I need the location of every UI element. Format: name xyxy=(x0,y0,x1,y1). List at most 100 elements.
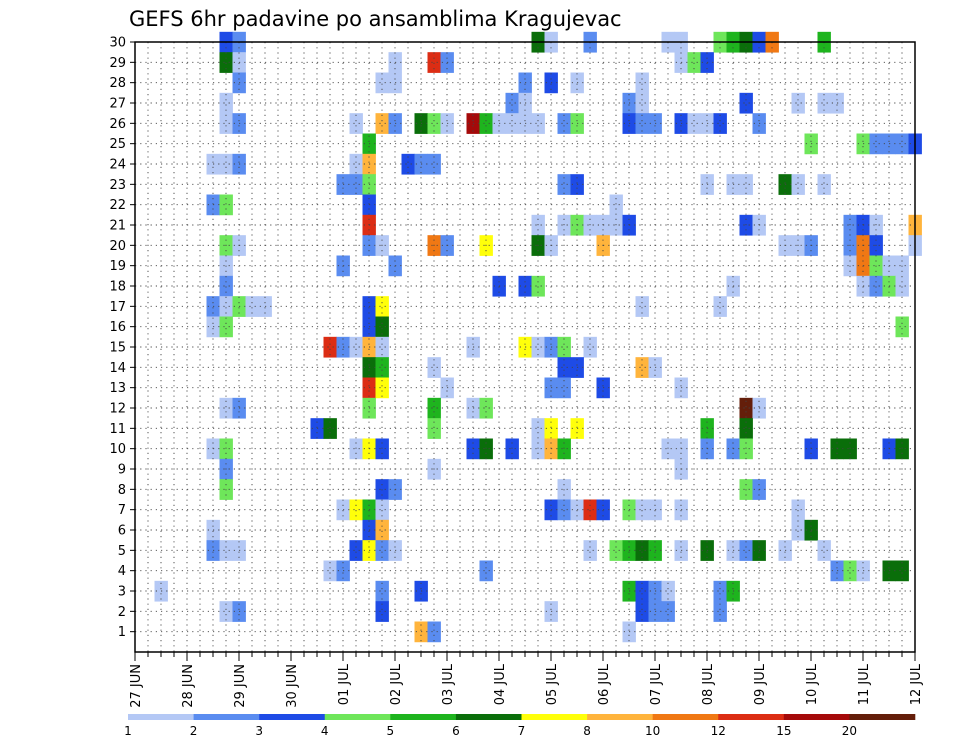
heatmap-cell xyxy=(375,540,389,561)
colorbar-label: 12 xyxy=(711,724,726,738)
heatmap-cell xyxy=(713,113,727,134)
colorbar-segment xyxy=(128,714,194,720)
heatmap-cell xyxy=(531,336,545,358)
x-tick-label: 05 JUL xyxy=(545,663,560,705)
y-tick-label: 18 xyxy=(109,280,126,295)
y-tick-label: 16 xyxy=(109,320,126,335)
grid-lines xyxy=(135,41,915,652)
x-tick-label: 01 JUL xyxy=(337,663,352,705)
heatmap-cell xyxy=(895,316,909,338)
heatmap-cell xyxy=(375,296,389,317)
x-tick-label: 07 JUL xyxy=(649,663,664,705)
heatmap-cell xyxy=(557,174,571,195)
heatmap-cell xyxy=(557,499,571,521)
heatmap-cell xyxy=(609,540,623,561)
heatmap-cell xyxy=(739,540,753,561)
heatmap-cell xyxy=(219,52,233,73)
heatmap-cell xyxy=(531,418,545,439)
heatmap-cell xyxy=(583,499,597,521)
heatmap-cell xyxy=(817,540,831,561)
heatmap-cell xyxy=(375,357,389,378)
heatmap-cell xyxy=(479,397,493,419)
heatmap-cell xyxy=(505,92,519,114)
heatmap-cell xyxy=(635,113,649,134)
heatmap-cell xyxy=(895,438,909,460)
heatmap-cell xyxy=(349,153,363,175)
heatmap-cell xyxy=(219,92,233,114)
heatmap-cell xyxy=(427,621,441,643)
heatmap-cell xyxy=(817,92,831,114)
colorbar-segment xyxy=(587,714,653,720)
colorbar-label: 3 xyxy=(255,724,263,738)
y-tick-label: 2 xyxy=(118,605,126,620)
heatmap-cell xyxy=(895,275,909,297)
heatmap-cell xyxy=(427,153,441,175)
y-tick-label: 9 xyxy=(118,463,126,478)
heatmap-cell xyxy=(401,153,415,175)
heatmap-cell xyxy=(349,540,363,561)
heatmap-cell xyxy=(479,560,493,582)
heatmap-cell xyxy=(323,418,337,439)
y-tick-label: 15 xyxy=(109,341,126,356)
y-tick-label: 27 xyxy=(109,97,126,112)
heatmap-cell xyxy=(713,296,727,317)
y-tick-label: 25 xyxy=(109,137,126,152)
colorbar-label: 2 xyxy=(190,724,198,738)
colorbar-segment xyxy=(783,714,850,720)
y-tick-label: 8 xyxy=(118,483,126,498)
heatmap-cell xyxy=(375,519,389,541)
chart-title: GEFS 6hr padavine po ansamblima Kragujev… xyxy=(129,7,622,31)
colorbar-segment xyxy=(193,714,260,720)
x-tick-label: 06 JUL xyxy=(597,663,612,705)
y-tick-label: 26 xyxy=(109,117,126,132)
y-tick-label: 24 xyxy=(109,158,126,173)
x-tick-label: 03 JUL xyxy=(441,663,456,705)
heatmap-cell xyxy=(635,499,649,521)
colorbar-label: 15 xyxy=(776,724,791,738)
heatmap-cell xyxy=(895,560,909,582)
colorbar-segment xyxy=(652,714,719,720)
heatmap-cell xyxy=(219,194,233,216)
heatmap-cell xyxy=(661,601,675,622)
y-tick-label: 5 xyxy=(118,544,126,559)
heatmap-cell xyxy=(531,113,545,134)
colorbar-label: 10 xyxy=(645,724,660,738)
heatmap-cell xyxy=(791,519,805,541)
colorbar-label: 1 xyxy=(124,724,132,738)
x-tick-label: 08 JUL xyxy=(701,663,716,705)
colorbar-label: 5 xyxy=(387,724,395,738)
heatmap-cell xyxy=(479,438,493,460)
heatmap-cell xyxy=(219,113,233,134)
heatmap-cell xyxy=(635,92,649,114)
colorbar-label: 6 xyxy=(452,724,460,738)
y-tick-label: 17 xyxy=(109,300,126,315)
heatmap-cell xyxy=(635,601,649,622)
heatmap-cell xyxy=(583,540,597,561)
y-tick-label: 1 xyxy=(118,625,126,640)
y-tick-label: 21 xyxy=(109,219,126,234)
heatmap-cell xyxy=(375,601,389,622)
heatmap-cell xyxy=(427,397,441,419)
x-tick-label: 30 JUN xyxy=(285,664,300,708)
heatmap-cell xyxy=(635,296,649,317)
heatmap-cell xyxy=(505,113,519,134)
x-tick-label: 09 JUL xyxy=(753,663,768,705)
colorbar-segment xyxy=(455,714,522,720)
heatmap-cell xyxy=(739,174,753,195)
heatmap-cell xyxy=(843,438,857,460)
heatmap-cell xyxy=(713,580,727,602)
heatmap-cell xyxy=(791,499,805,521)
y-tick-label: 23 xyxy=(109,178,126,193)
heatmap-cell xyxy=(843,560,857,582)
heatmap-cell xyxy=(427,113,441,134)
heatmap-cell xyxy=(219,316,233,338)
y-tick-label: 30 xyxy=(109,36,126,51)
colorbar-legend: 1 2 3 4 5 6 7 8 10 12 15 20 xyxy=(124,714,916,738)
y-tick-label: 22 xyxy=(109,198,126,213)
heatmap-cell xyxy=(661,438,675,460)
heatmap-cell xyxy=(323,560,337,582)
heatmap-cell xyxy=(349,174,363,195)
heatmap-cell xyxy=(713,601,727,622)
x-axis: 27 JUN 28 JUN 29 JUN 30 JUN 01 JUL 02 JUL 03 J… xyxy=(129,652,924,708)
y-tick-label: 4 xyxy=(118,564,126,579)
